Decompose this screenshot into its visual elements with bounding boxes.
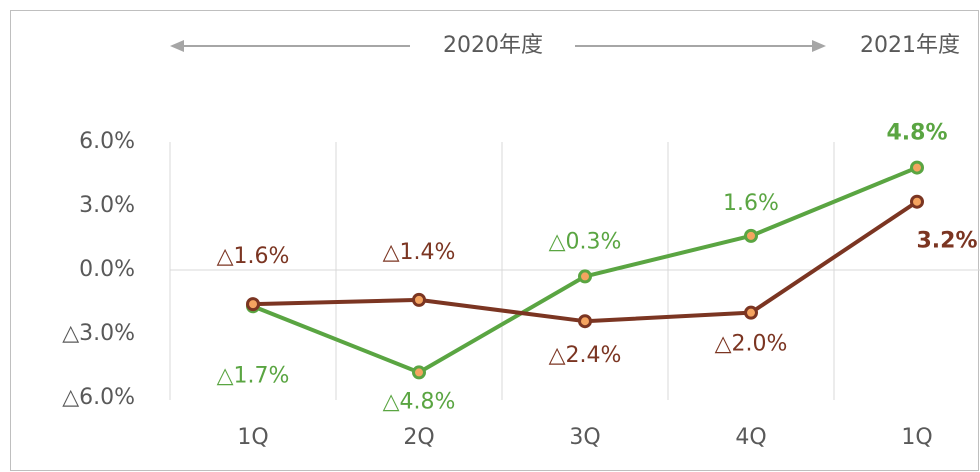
point-marker: [744, 305, 758, 320]
period-arrows: [170, 40, 826, 52]
arrow-head: [170, 40, 184, 52]
point-marker: [578, 269, 592, 284]
data-label: △1.7%: [217, 363, 290, 388]
point-marker: [910, 160, 924, 175]
point-marker: [744, 228, 758, 243]
data-label: △1.4%: [383, 240, 456, 265]
y-tick-label: 3.0%: [79, 193, 135, 218]
point-marker: [910, 194, 924, 209]
y-tick-label: △3.0%: [62, 321, 135, 346]
data-label: △4.8%: [383, 389, 456, 414]
data-label: △1.6%: [217, 244, 290, 269]
point-marker: [412, 365, 426, 380]
chart-border: [10, 10, 979, 471]
arrow-head: [812, 40, 826, 52]
point-marker: [412, 292, 426, 307]
y-tick-label: △6.0%: [62, 385, 135, 410]
point-marker: [578, 314, 592, 329]
y-tick-label: 6.0%: [79, 129, 135, 154]
data-label: 1.6%: [723, 191, 779, 216]
y-tick-label: 0.0%: [79, 257, 135, 282]
data-label: △2.4%: [549, 343, 622, 368]
data-label: 4.8%: [886, 121, 947, 146]
x-tick-label: 1Q: [237, 425, 268, 450]
data-label: △2.0%: [715, 332, 788, 357]
x-tick-label: 3Q: [569, 425, 600, 450]
data-label: 3.2%: [916, 229, 977, 254]
point-marker: [246, 297, 260, 312]
x-tick-label: 4Q: [735, 425, 766, 450]
x-tick-label: 1Q: [901, 425, 932, 450]
x-tick-label: 2Q: [403, 425, 434, 450]
annotation: 2020年度: [443, 33, 543, 58]
data-label: △0.3%: [549, 229, 622, 254]
annotation: 2021年度: [860, 33, 960, 58]
